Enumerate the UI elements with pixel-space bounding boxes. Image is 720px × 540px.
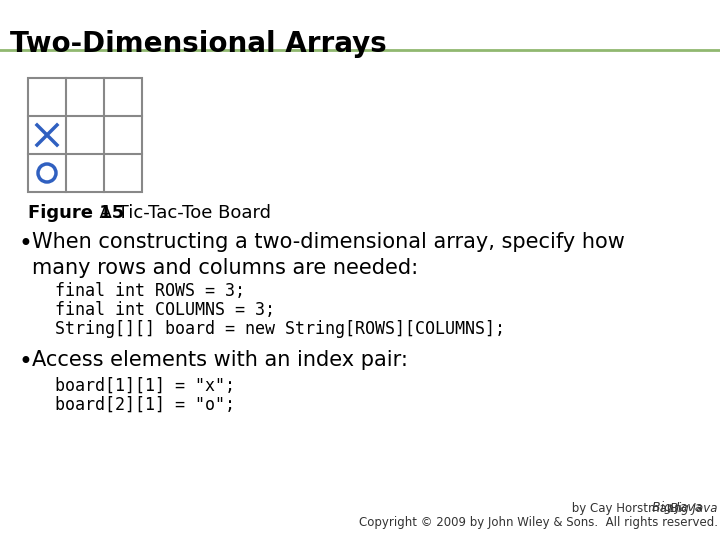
Text: •: •	[18, 350, 32, 374]
Text: by Cay Horstmann: by Cay Horstmann	[568, 502, 682, 515]
Text: String[][] board = new String[ROWS][COLUMNS];: String[][] board = new String[ROWS][COLU…	[55, 320, 505, 338]
Text: Big Java: Big Java	[652, 501, 702, 514]
Text: board[2][1] = "o";: board[2][1] = "o";	[55, 396, 235, 414]
Text: Big Java: Big Java	[670, 502, 718, 515]
Text: final int COLUMNS = 3;: final int COLUMNS = 3;	[55, 301, 275, 319]
Text: A Tic-Tac-Toe Board: A Tic-Tac-Toe Board	[88, 204, 271, 222]
Text: board[1][1] = "x";: board[1][1] = "x";	[55, 377, 235, 395]
Text: When constructing a two-dimensional array, specify how
many rows and columns are: When constructing a two-dimensional arra…	[32, 232, 625, 279]
Text: Two-Dimensional Arrays: Two-Dimensional Arrays	[10, 30, 387, 58]
Text: Big Java by Cay Horstmann: Big Java by Cay Horstmann	[531, 501, 702, 514]
Text: Access elements with an index pair:: Access elements with an index pair:	[32, 350, 408, 370]
Text: final int ROWS = 3;: final int ROWS = 3;	[55, 282, 245, 300]
Text: Copyright © 2009 by John Wiley & Sons.  All rights reserved.: Copyright © 2009 by John Wiley & Sons. A…	[359, 516, 718, 529]
Text: Figure 15: Figure 15	[28, 204, 125, 222]
Bar	[28, 78, 142, 192]
Text: •: •	[18, 232, 32, 256]
